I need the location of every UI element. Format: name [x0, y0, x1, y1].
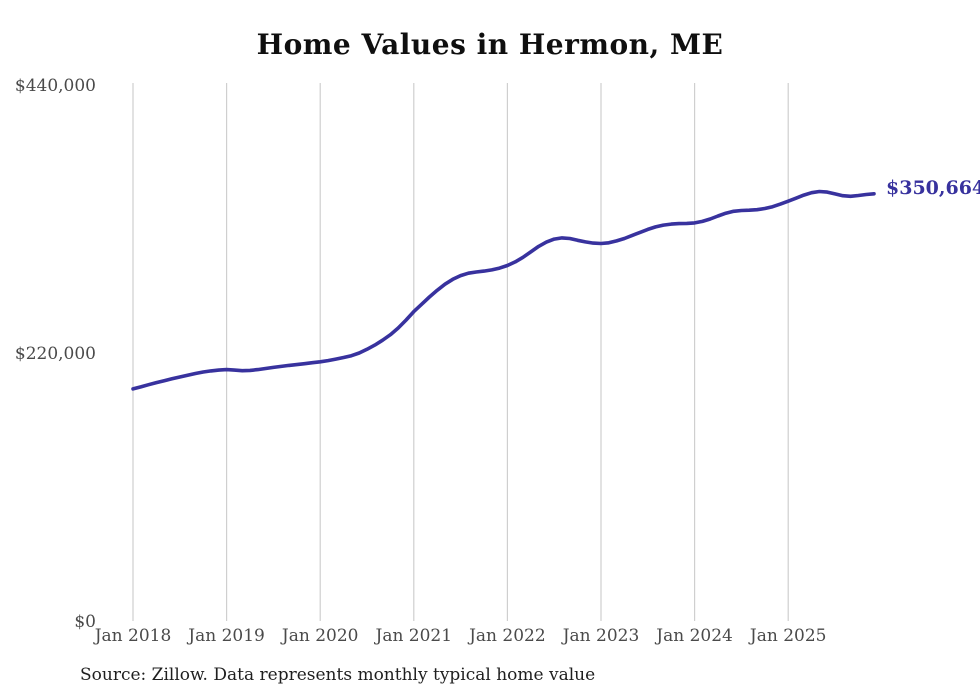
chart-title: Home Values in Hermon, ME	[256, 28, 724, 61]
x-tick-label: Jan 2022	[467, 626, 546, 646]
y-tick-label: $220,000	[15, 344, 96, 364]
x-tick-label: Jan 2023	[561, 626, 640, 646]
source-note: Source: Zillow. Data represents monthly …	[80, 665, 596, 685]
end-value-label: $350,664	[886, 177, 980, 199]
y-tick-label: $0	[74, 612, 96, 632]
x-tick-label: Jan 2024	[654, 626, 733, 646]
home-value-line	[131, 189, 876, 391]
x-tick-label: Jan 2021	[374, 626, 453, 646]
x-tick-label: Jan 2018	[93, 626, 172, 646]
x-tick-label: Jan 2020	[280, 626, 359, 646]
x-tick-label: Jan 2019	[186, 626, 265, 646]
x-tick-label: Jan 2025	[748, 626, 827, 646]
y-tick-label: $440,000	[15, 76, 96, 96]
